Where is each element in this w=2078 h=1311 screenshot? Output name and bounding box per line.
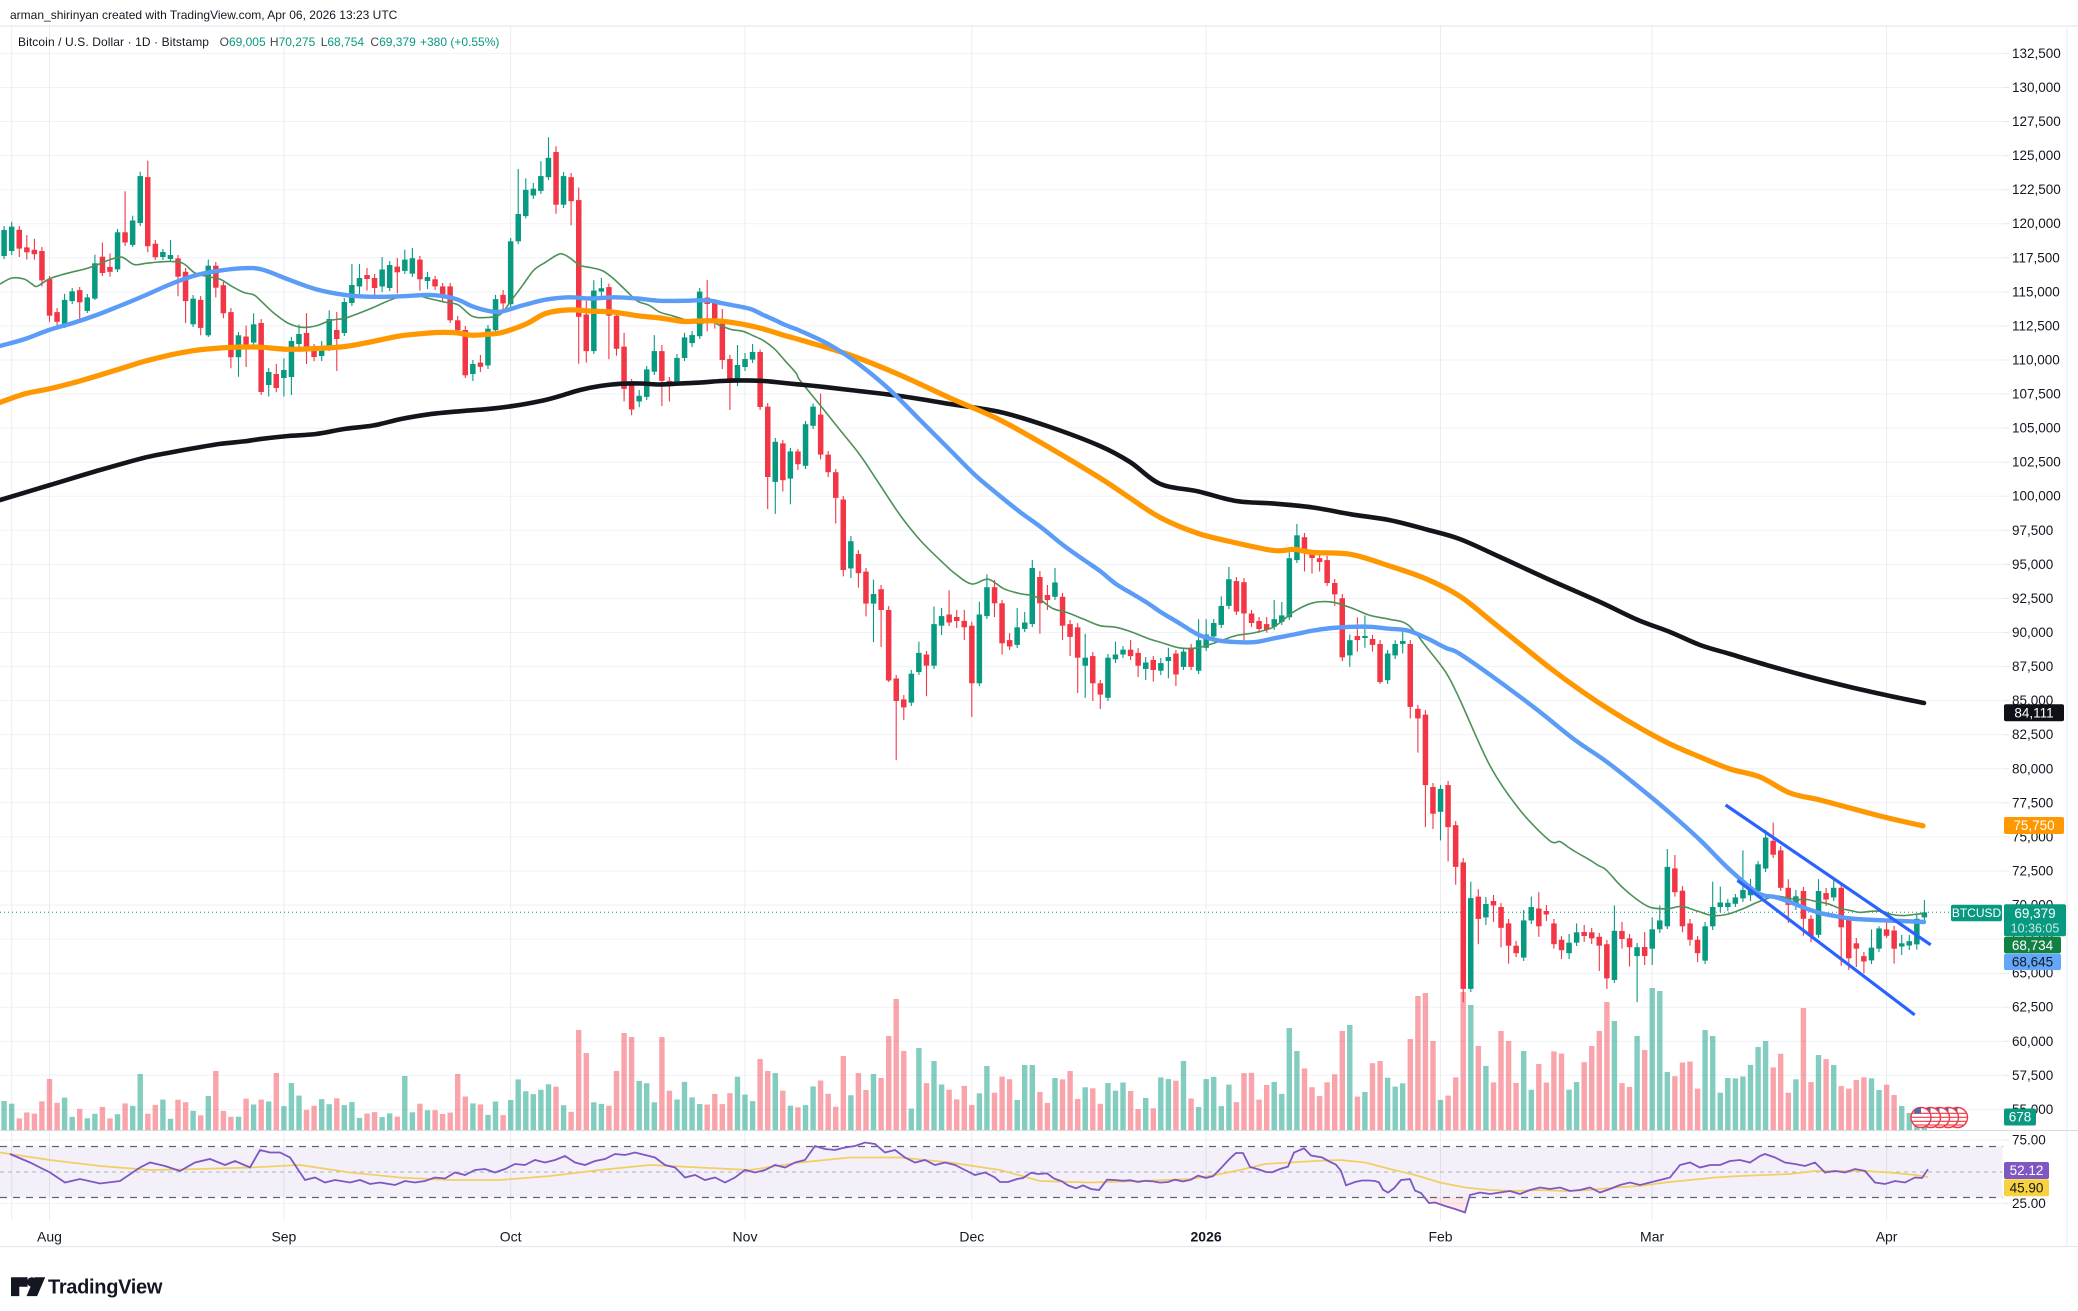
svg-text:80,000: 80,000 (2012, 761, 2053, 776)
svg-text:H70,275: H70,275 (270, 35, 316, 49)
svg-text:87,500: 87,500 (2012, 659, 2053, 674)
svg-text:arman_shirinyan created with T: arman_shirinyan created with TradingView… (10, 8, 398, 22)
svg-text:107,500: 107,500 (2012, 387, 2061, 402)
svg-text:90,000: 90,000 (2012, 625, 2053, 640)
svg-text:68,734: 68,734 (2012, 938, 2054, 953)
svg-text:132,500: 132,500 (2012, 46, 2061, 61)
svg-text:57,500: 57,500 (2012, 1068, 2053, 1083)
svg-text:Bitcoin / U.S. Dollar · 1D · B: Bitcoin / U.S. Dollar · 1D · Bitstamp (18, 35, 209, 49)
svg-text:O69,005: O69,005 (220, 35, 266, 49)
svg-text:75.00: 75.00 (2012, 1133, 2046, 1148)
svg-text:95,000: 95,000 (2012, 557, 2053, 572)
svg-text:92,500: 92,500 (2012, 591, 2053, 606)
svg-text:Sep: Sep (271, 1229, 296, 1245)
svg-text:77,500: 77,500 (2012, 795, 2053, 810)
svg-text:125,000: 125,000 (2012, 148, 2061, 163)
svg-text:BTCUSD: BTCUSD (1952, 906, 2002, 920)
svg-text:678: 678 (2009, 1110, 2032, 1125)
svg-text:122,500: 122,500 (2012, 182, 2061, 197)
svg-text:Oct: Oct (500, 1229, 522, 1245)
svg-text:97,500: 97,500 (2012, 523, 2053, 538)
svg-text:52.12: 52.12 (2010, 1163, 2044, 1178)
svg-text:127,500: 127,500 (2012, 114, 2061, 129)
svg-text:100,000: 100,000 (2012, 489, 2061, 504)
svg-text:Apr: Apr (1876, 1229, 1898, 1245)
svg-text:112,500: 112,500 (2012, 318, 2060, 333)
svg-text:110,000: 110,000 (2012, 353, 2060, 368)
svg-text:72,500: 72,500 (2012, 864, 2053, 879)
svg-text:10:36:05: 10:36:05 (2011, 921, 2060, 935)
svg-text:84,111: 84,111 (2014, 705, 2053, 720)
svg-text:120,000: 120,000 (2012, 216, 2061, 231)
svg-text:82,500: 82,500 (2012, 727, 2053, 742)
svg-text:130,000: 130,000 (2012, 80, 2061, 95)
svg-text:Aug: Aug (37, 1229, 62, 1245)
svg-text:68,645: 68,645 (2012, 955, 2053, 970)
svg-text:2026: 2026 (1191, 1229, 1222, 1245)
svg-text:102,500: 102,500 (2012, 455, 2061, 470)
svg-text:62,500: 62,500 (2012, 1000, 2053, 1015)
svg-text:45.90: 45.90 (2010, 1180, 2044, 1195)
svg-text:C69,379: C69,379 (370, 35, 416, 49)
svg-text:105,000: 105,000 (2012, 421, 2061, 436)
svg-text:Feb: Feb (1428, 1229, 1452, 1245)
svg-text:25.00: 25.00 (2012, 1196, 2046, 1211)
svg-text:117,500: 117,500 (2012, 250, 2060, 265)
svg-text:60,000: 60,000 (2012, 1034, 2053, 1049)
svg-text:Mar: Mar (1640, 1229, 1664, 1245)
svg-text:Nov: Nov (733, 1229, 758, 1245)
svg-text:+380 (+0.55%): +380 (+0.55%) (420, 35, 499, 49)
svg-text:69,379: 69,379 (2014, 906, 2055, 921)
svg-text:Dec: Dec (959, 1229, 984, 1245)
svg-text:L68,754: L68,754 (321, 35, 365, 49)
svg-text:75,750: 75,750 (2013, 818, 2054, 833)
svg-text:TradingView: TradingView (48, 1277, 163, 1299)
svg-text:115,000: 115,000 (2012, 284, 2060, 299)
